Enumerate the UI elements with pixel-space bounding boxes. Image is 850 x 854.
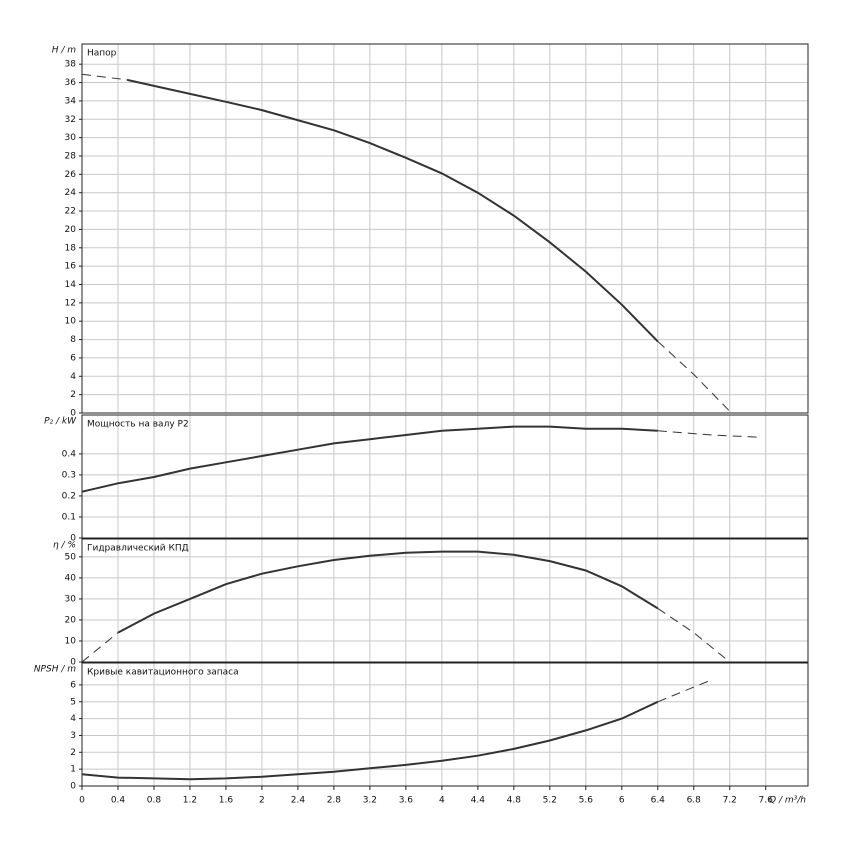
y-tick-label: 30 <box>65 133 77 143</box>
y-tick-label: 8 <box>70 335 76 345</box>
x-tick-label: 6.8 <box>687 796 702 806</box>
y-tick-label: 4 <box>70 714 76 724</box>
curve <box>126 78 659 343</box>
curve <box>81 632 119 663</box>
y-tick-label: 3 <box>70 731 76 741</box>
plot-frame <box>81 538 809 663</box>
x-tick-label: 3.2 <box>363 796 377 806</box>
y-tick-label: 0 <box>70 409 76 419</box>
y-tick-label: 0.3 <box>62 470 76 480</box>
x-tick-label: 1.2 <box>183 796 197 806</box>
panel-title: Мощность на валу P2 <box>87 420 189 430</box>
x-tick-label: 4 <box>439 796 445 806</box>
curve <box>117 550 659 634</box>
y-axis-label: NPSH / m <box>34 665 76 675</box>
curve <box>657 679 712 703</box>
y-tick-label: 0 <box>70 782 76 792</box>
panel-title: Напор <box>87 49 117 59</box>
y-axis-label: η / % <box>53 541 76 551</box>
x-tick-label: 7.6 <box>759 796 774 806</box>
x-tick-label: 2.8 <box>327 796 342 806</box>
x-tick-label: 6 <box>619 796 625 806</box>
x-tick-label: 0 <box>79 796 85 806</box>
y-tick-label: 10 <box>65 636 77 646</box>
y-tick-label: 38 <box>65 60 77 70</box>
panel-title: Кривые кавитационного запаса <box>87 668 239 678</box>
plot-frame <box>81 414 809 539</box>
y-tick-label: 0.2 <box>62 491 76 501</box>
x-tick-label: 6.4 <box>651 796 666 806</box>
y-tick-label: 0 <box>70 658 76 668</box>
x-tick-label: 4.8 <box>507 796 522 806</box>
curve <box>657 430 757 438</box>
y-tick-label: 28 <box>65 151 77 161</box>
y-tick-label: 5 <box>70 697 76 707</box>
y-axis-label: H / m <box>52 46 77 56</box>
x-tick-label: 7.2 <box>723 796 737 806</box>
plot-frame <box>81 662 809 787</box>
y-tick-label: 0.4 <box>62 449 77 459</box>
y-axis-label: P₂ / kW <box>44 417 77 427</box>
curve <box>81 700 659 781</box>
y-tick-label: 34 <box>65 96 77 106</box>
y-tick-label: 20 <box>65 615 77 625</box>
y-tick-label: 16 <box>65 262 77 272</box>
x-tick-label: 3.6 <box>399 796 414 806</box>
curve <box>81 73 128 81</box>
x-tick-label: 1.6 <box>219 796 234 806</box>
curve <box>657 341 731 412</box>
y-tick-label: 0 <box>70 534 76 544</box>
y-tick-label: 14 <box>65 280 77 290</box>
y-tick-label: 24 <box>65 188 77 198</box>
plot-frame <box>81 43 809 414</box>
panel-title: Гидравлический КПД <box>87 544 189 554</box>
x-tick-label: 2 <box>259 796 265 806</box>
y-tick-label: 40 <box>65 573 77 583</box>
y-tick-label: 1 <box>70 765 76 775</box>
x-tick-label: 0.4 <box>111 796 126 806</box>
y-tick-label: 6 <box>70 353 76 363</box>
y-tick-label: 32 <box>65 115 76 125</box>
y-tick-label: 18 <box>65 243 77 253</box>
x-tick-label: 0.8 <box>147 796 162 806</box>
y-tick-label: 12 <box>65 298 76 308</box>
y-tick-label: 0.1 <box>62 512 76 522</box>
y-tick-label: 26 <box>65 170 77 180</box>
y-tick-label: 22 <box>65 207 76 217</box>
x-tick-label: 5.6 <box>579 796 594 806</box>
y-tick-label: 36 <box>65 78 77 88</box>
y-tick-label: 2 <box>70 748 76 758</box>
y-tick-label: 50 <box>65 552 77 562</box>
y-tick-label: 10 <box>65 317 77 327</box>
x-tick-label: 4.4 <box>471 796 486 806</box>
y-tick-label: 20 <box>65 225 77 235</box>
y-tick-label: 6 <box>70 680 76 690</box>
y-tick-label: 4 <box>70 372 76 382</box>
y-tick-label: 30 <box>65 594 77 604</box>
x-tick-label: 5.2 <box>543 796 557 806</box>
x-axis-label: Q / m³/h <box>769 796 806 806</box>
curve <box>81 425 658 493</box>
y-tick-label: 2 <box>70 390 76 400</box>
x-tick-label: 2.4 <box>291 796 306 806</box>
